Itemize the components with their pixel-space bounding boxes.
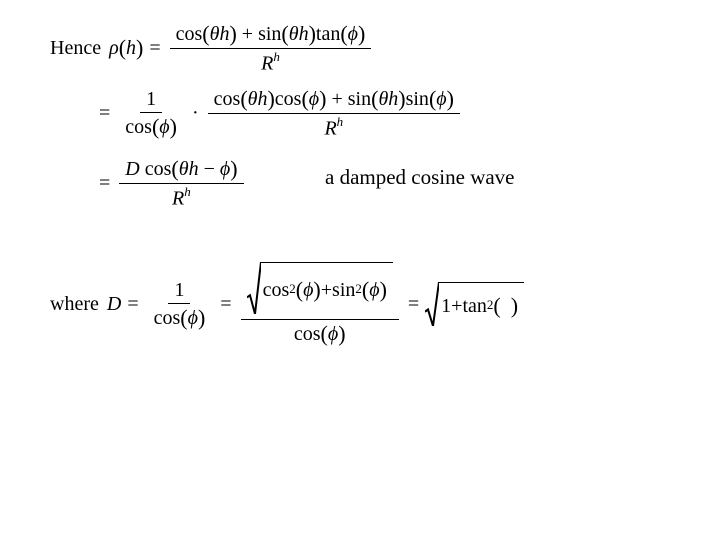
equation-line-4: where D = 1 cos(ϕ) = cos2(ϕ) + sin2(ϕ) xyxy=(50,260,524,348)
fraction-line1: cos(θh) + sin(θh)tan(ϕ) Rh xyxy=(170,20,372,77)
equals-sign: = xyxy=(149,37,160,60)
sqrt-cos2-sin2: cos2(ϕ) + sin2(ϕ) xyxy=(247,262,393,314)
annotation-text: a damped cosine wave xyxy=(325,165,515,190)
rho-of-h: ρ(h) xyxy=(109,35,143,61)
fraction-1overcos: 1 cos(ϕ) xyxy=(119,86,183,141)
den-cosphi: cos(ϕ) xyxy=(119,113,183,141)
fraction-D2: cos2(ϕ) + sin2(ϕ) cos(ϕ) xyxy=(241,260,399,348)
numerator-line1: cos(θh) + sin(θh)tan(ϕ) xyxy=(170,20,372,49)
den-cosphi-D: cos(ϕ) xyxy=(148,304,212,332)
equals-sign-4a: = xyxy=(127,293,138,316)
fraction-line2-main: cos(θh)cos(ϕ) + sin(θh)sin(ϕ) Rh xyxy=(208,85,460,142)
numerator-D2: cos2(ϕ) + sin2(ϕ) xyxy=(241,260,399,320)
radical-icon-2 xyxy=(425,282,439,326)
num-one: 1 xyxy=(140,86,162,113)
equation-line-3: = D cos(θh − ϕ) Rh xyxy=(93,155,247,212)
radical-icon xyxy=(247,262,261,314)
fraction-line3: D cos(θh − ϕ) Rh xyxy=(119,155,243,212)
cdot: · xyxy=(192,102,199,125)
equals-sign-2: = xyxy=(99,102,110,125)
numerator-line2: cos(θh)cos(ϕ) + sin(θh)sin(ϕ) xyxy=(208,85,460,114)
equals-sign-4c: = xyxy=(408,293,419,316)
denominator-line1: Rh xyxy=(255,49,286,77)
num-one-D: 1 xyxy=(168,277,190,304)
fraction-D1: 1 cos(ϕ) xyxy=(148,277,212,332)
equals-sign-3: = xyxy=(99,172,110,195)
equation-line-2: = 1 cos(ϕ) · cos(θh)cos(ϕ) + sin(θh)sin(… xyxy=(93,85,463,142)
D-symbol: D xyxy=(107,293,121,316)
label-where: where xyxy=(50,293,99,316)
numerator-line3: D cos(θh − ϕ) xyxy=(119,155,243,184)
radicand-2: 1 + tan2( ) xyxy=(439,282,524,326)
denominator-line2: Rh xyxy=(318,114,349,142)
denominator-line3: Rh xyxy=(166,184,197,212)
equals-sign-4b: = xyxy=(220,293,231,316)
equation-line-1: Hence ρ(h) = cos(θh) + sin(θh)tan(ϕ) Rh xyxy=(50,20,374,77)
label-hence: Hence xyxy=(50,37,101,60)
radicand-1: cos2(ϕ) + sin2(ϕ) xyxy=(261,262,393,314)
denominator-D2: cos(ϕ) xyxy=(288,320,352,348)
sqrt-1plus-tan2: 1 + tan2( ) xyxy=(425,282,524,326)
